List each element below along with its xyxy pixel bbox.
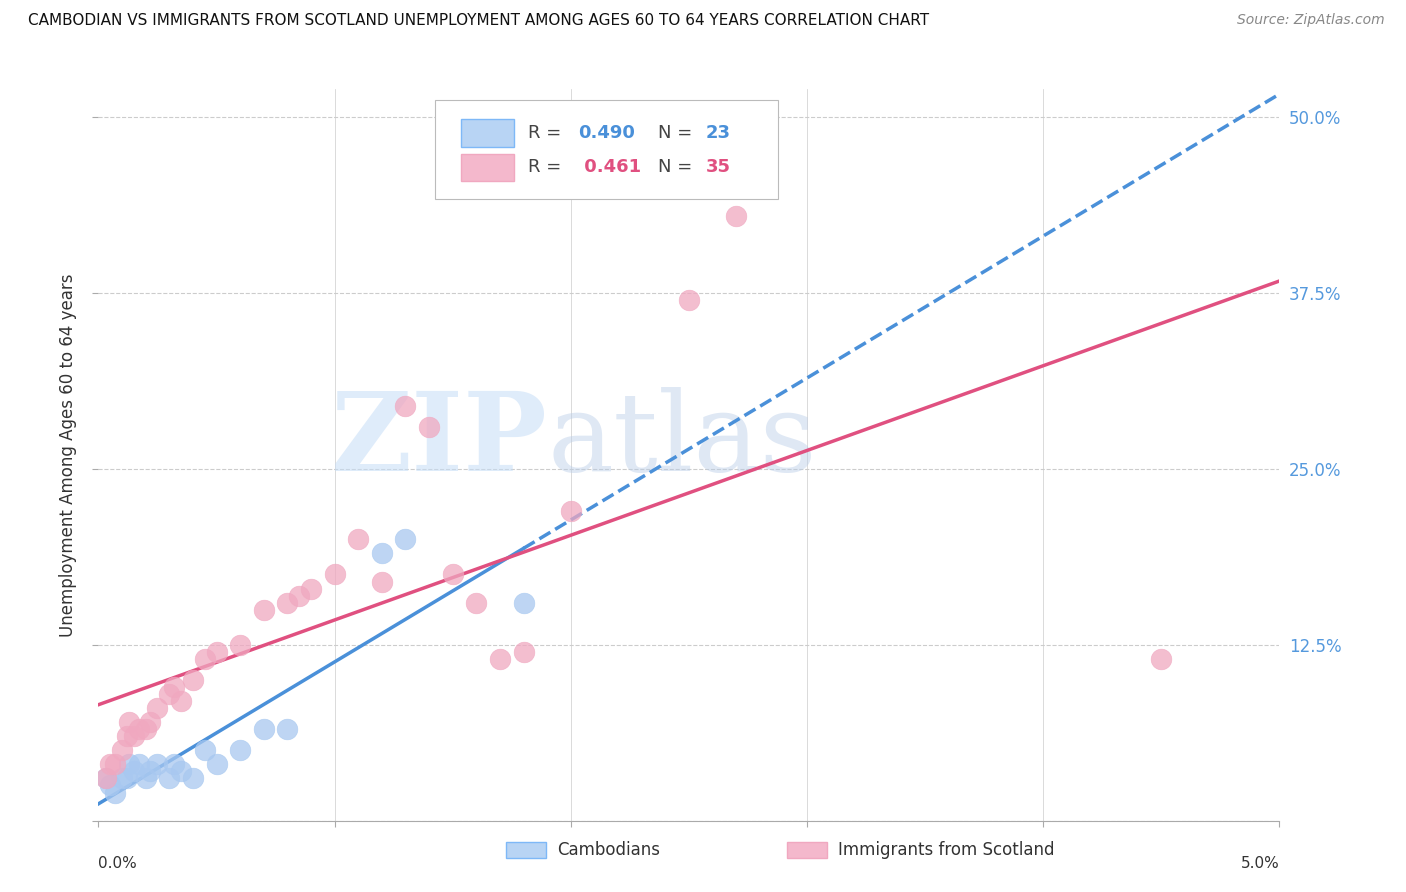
- Point: [229, 638, 252, 652]
- Point: [111, 772, 134, 786]
- Point: [418, 419, 440, 434]
- Text: ZIP: ZIP: [330, 387, 547, 494]
- Point: [98, 757, 121, 772]
- Point: [276, 723, 298, 737]
- Point: [725, 209, 748, 223]
- Text: 0.490: 0.490: [578, 124, 634, 142]
- Point: [163, 757, 186, 772]
- Point: [157, 772, 180, 786]
- Point: [157, 687, 180, 701]
- Text: 0.461: 0.461: [578, 159, 641, 177]
- Point: [135, 723, 157, 737]
- Text: R =: R =: [529, 159, 567, 177]
- Text: Immigrants from Scotland: Immigrants from Scotland: [838, 841, 1054, 859]
- Point: [170, 694, 193, 708]
- FancyBboxPatch shape: [461, 153, 515, 181]
- Point: [371, 546, 394, 560]
- Point: [489, 652, 512, 666]
- Point: [128, 757, 150, 772]
- Point: [394, 533, 416, 547]
- Point: [118, 715, 141, 730]
- Point: [122, 729, 145, 743]
- Point: [347, 533, 370, 547]
- Point: [181, 673, 204, 687]
- Point: [135, 772, 157, 786]
- Point: [229, 743, 252, 757]
- FancyBboxPatch shape: [434, 100, 778, 199]
- Text: 5.0%: 5.0%: [1240, 856, 1279, 871]
- Point: [170, 764, 193, 779]
- FancyBboxPatch shape: [461, 120, 515, 147]
- Point: [146, 757, 169, 772]
- Text: 23: 23: [706, 124, 731, 142]
- Text: atlas: atlas: [547, 387, 817, 494]
- Point: [371, 574, 394, 589]
- Point: [98, 779, 121, 793]
- Point: [163, 680, 186, 694]
- Point: [94, 772, 117, 786]
- Point: [678, 293, 700, 308]
- Point: [115, 729, 138, 743]
- Point: [122, 764, 145, 779]
- Text: N =: N =: [658, 159, 699, 177]
- Point: [139, 715, 162, 730]
- Text: 35: 35: [706, 159, 731, 177]
- Text: 0.0%: 0.0%: [98, 856, 138, 871]
- Point: [441, 567, 464, 582]
- Point: [111, 743, 134, 757]
- Point: [128, 723, 150, 737]
- Text: Source: ZipAtlas.com: Source: ZipAtlas.com: [1237, 13, 1385, 28]
- Point: [181, 772, 204, 786]
- Point: [512, 596, 534, 610]
- Text: N =: N =: [658, 124, 699, 142]
- Point: [394, 399, 416, 413]
- Point: [253, 723, 276, 737]
- Point: [512, 645, 534, 659]
- Point: [1150, 652, 1173, 666]
- Text: R =: R =: [529, 124, 567, 142]
- Point: [205, 757, 228, 772]
- Point: [104, 757, 127, 772]
- Point: [118, 757, 141, 772]
- Point: [115, 772, 138, 786]
- Point: [194, 652, 217, 666]
- Point: [205, 645, 228, 659]
- Point: [139, 764, 162, 779]
- Point: [465, 596, 488, 610]
- Point: [94, 772, 117, 786]
- Point: [323, 567, 346, 582]
- Point: [194, 743, 217, 757]
- Point: [560, 504, 582, 518]
- Point: [276, 596, 298, 610]
- Text: Cambodians: Cambodians: [557, 841, 659, 859]
- Point: [146, 701, 169, 715]
- Point: [299, 582, 322, 596]
- Point: [104, 785, 127, 799]
- Y-axis label: Unemployment Among Ages 60 to 64 years: Unemployment Among Ages 60 to 64 years: [59, 273, 77, 637]
- Point: [253, 602, 276, 616]
- Text: CAMBODIAN VS IMMIGRANTS FROM SCOTLAND UNEMPLOYMENT AMONG AGES 60 TO 64 YEARS COR: CAMBODIAN VS IMMIGRANTS FROM SCOTLAND UN…: [28, 13, 929, 29]
- Point: [288, 589, 311, 603]
